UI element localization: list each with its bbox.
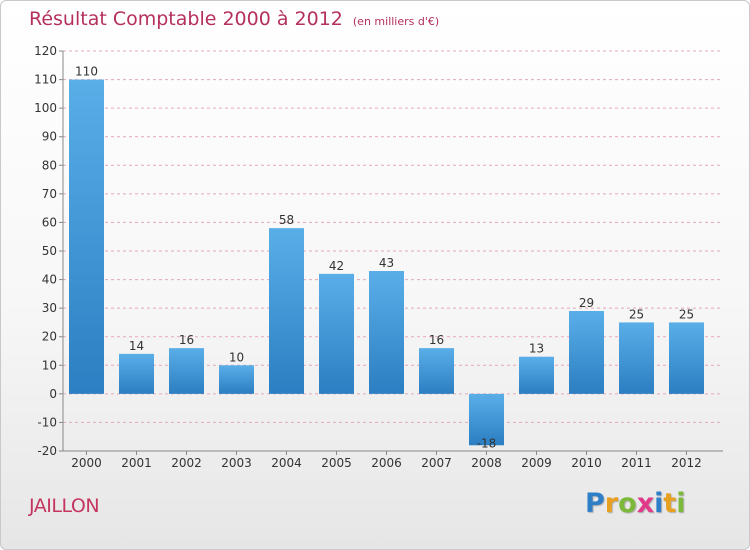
x-tick-label: 2006	[371, 456, 402, 470]
data-label: 10	[229, 350, 244, 364]
y-tick-label: 50	[42, 244, 57, 258]
data-label: 42	[329, 259, 344, 273]
logo-letter: i	[676, 488, 686, 519]
y-tick-label: 120	[34, 44, 57, 58]
y-tick-label: 10	[42, 358, 57, 372]
y-tick-label: -20	[37, 444, 57, 458]
bar	[619, 322, 654, 394]
bar	[219, 365, 254, 394]
y-tick-label: 0	[49, 387, 57, 401]
y-tick-label: 40	[42, 273, 57, 287]
proxiti-logo[interactable]: Proxiti	[585, 488, 686, 519]
y-tick-label: 100	[34, 101, 57, 115]
chart-title: Résultat Comptable 2000 à 2012 (en millie…	[29, 8, 439, 30]
y-tick-label: 30	[42, 301, 57, 315]
bar	[469, 393, 504, 446]
y-tick-label: 60	[42, 215, 57, 229]
bars	[69, 79, 704, 446]
bar	[69, 79, 104, 394]
logo-letter: x	[636, 488, 655, 519]
axes: -20 -10 0 10 20 30 40 50 60 70 80 90 100 110 120 2000 20…	[34, 44, 723, 470]
logo-letter: r	[604, 488, 619, 519]
bar	[269, 228, 304, 394]
data-label: -18	[477, 436, 497, 450]
y-tick-label: -10	[37, 415, 57, 429]
bar	[169, 348, 204, 394]
data-label: 29	[579, 296, 594, 310]
y-tick-label: 110	[34, 73, 57, 87]
x-tick-label: 2005	[321, 456, 352, 470]
bar	[369, 271, 404, 394]
logo-letter: o	[618, 488, 637, 519]
x-tick-label: 2012	[671, 456, 702, 470]
data-label: 43	[379, 256, 394, 270]
bar	[319, 273, 354, 394]
data-label: 110	[75, 65, 98, 79]
y-tick-label: 20	[42, 330, 57, 344]
bar	[669, 322, 704, 394]
x-tick-label: 2010	[571, 456, 602, 470]
x-tick-label: 2007	[421, 456, 452, 470]
commune-name: JAILLON	[29, 495, 100, 517]
bar	[519, 356, 554, 394]
x-tick-label: 2003	[221, 456, 252, 470]
data-label: 14	[129, 339, 144, 353]
y-tick-label: 70	[42, 187, 57, 201]
x-tick-label: 2009	[521, 456, 552, 470]
y-tick-label: 80	[42, 158, 57, 172]
x-tick-label: 2001	[121, 456, 152, 470]
bar	[419, 348, 454, 394]
data-label: 16	[179, 333, 194, 347]
data-label: 25	[629, 307, 644, 321]
data-label: 25	[679, 307, 694, 321]
data-label: 13	[529, 342, 544, 356]
logo-letter: i	[654, 488, 664, 519]
logo-letter: P	[585, 488, 605, 519]
x-tick-label: 2008	[471, 456, 502, 470]
bar	[119, 353, 154, 394]
x-tick-label: 2004	[271, 456, 302, 470]
bar	[569, 311, 604, 394]
data-label: 16	[429, 333, 444, 347]
title-text: Résultat Comptable 2000 à 2012	[29, 8, 343, 30]
data-labels: 110 14 16 10 58 42 43 16 -18 13 29 25 25	[75, 65, 694, 451]
chart-subtitle: (en milliers d'€)	[352, 15, 440, 28]
x-tick-label: 2002	[171, 456, 202, 470]
data-label: 58	[279, 213, 294, 227]
x-tick-label: 2011	[621, 456, 652, 470]
y-tick-label: 90	[42, 130, 57, 144]
logo-letter: t	[663, 488, 677, 519]
x-tick-label: 2000	[71, 456, 102, 470]
